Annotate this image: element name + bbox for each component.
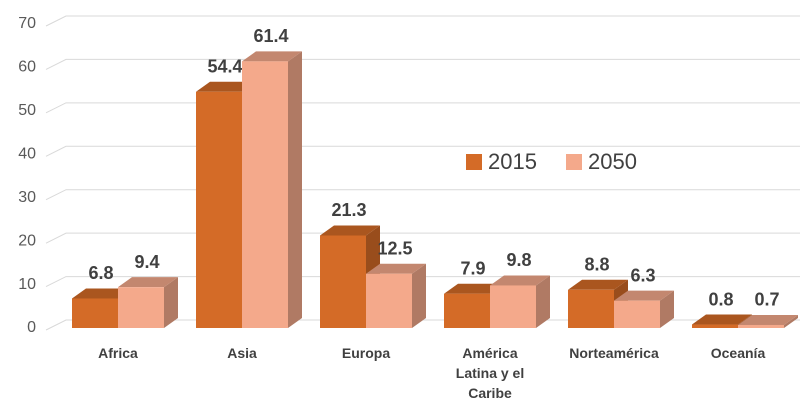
legend-label: 2015 <box>488 149 537 174</box>
grid-line <box>45 319 800 331</box>
y-tick-label: 30 <box>18 189 36 206</box>
grid-line <box>45 58 800 70</box>
value-label: 54.4 <box>207 56 242 76</box>
bar-front <box>614 300 660 328</box>
value-label: 8.8 <box>584 255 609 275</box>
bar-side <box>412 263 426 328</box>
bar-front <box>72 298 118 328</box>
grid-line <box>45 15 800 27</box>
bar-side <box>288 51 302 328</box>
legend-label: 2050 <box>588 149 637 174</box>
x-tick-label: Norteamérica <box>569 345 659 361</box>
bar-top <box>118 277 178 288</box>
bar-side <box>660 290 674 328</box>
bar-front <box>118 287 164 328</box>
grid-line <box>45 232 800 244</box>
x-tick-label: Africa <box>98 345 138 361</box>
y-tick-label: 10 <box>18 276 36 293</box>
y-tick-label: 20 <box>18 232 36 249</box>
bar-top <box>242 51 302 62</box>
bar-top <box>490 275 550 286</box>
value-label: 9.4 <box>134 252 159 272</box>
bar <box>320 225 380 328</box>
bar <box>738 314 798 328</box>
bar-top <box>614 290 674 301</box>
bar-front <box>196 91 242 329</box>
y-tick-label: 0 <box>27 319 36 336</box>
bar-top <box>196 81 256 92</box>
bar-top <box>444 283 504 294</box>
bar-front <box>242 61 288 328</box>
bar <box>490 275 550 328</box>
x-tick-label: América Latina y el Caribe <box>456 345 524 401</box>
bar-side <box>536 275 550 328</box>
bar-top <box>320 225 380 236</box>
bar-front <box>320 235 366 328</box>
bar <box>118 277 178 328</box>
legend-swatch <box>466 154 482 170</box>
bar <box>242 51 302 328</box>
x-tick-label: Europa <box>342 345 390 361</box>
bar-front <box>490 285 536 328</box>
bar-top <box>568 279 628 290</box>
x-tick-label: Asia <box>227 345 257 361</box>
bar <box>614 290 674 328</box>
legend-swatch <box>566 154 582 170</box>
bar-front <box>738 324 784 328</box>
y-tick-label: 60 <box>18 59 36 76</box>
bar-front <box>692 324 738 328</box>
bar-top <box>72 288 132 299</box>
value-label: 6.8 <box>88 263 113 283</box>
bar-top <box>738 314 798 325</box>
grid-line <box>45 189 800 201</box>
value-label: 9.8 <box>506 250 531 270</box>
value-label: 21.3 <box>331 200 366 220</box>
x-tick-label: Oceanía <box>711 345 766 361</box>
y-tick-label: 50 <box>18 102 36 119</box>
bar <box>366 263 426 328</box>
value-label: 0.7 <box>754 290 779 310</box>
bar-side <box>164 277 178 328</box>
bar-side <box>784 314 798 328</box>
y-tick-label: 40 <box>18 146 36 163</box>
bar-front <box>568 289 614 328</box>
value-label: 6.3 <box>630 265 655 285</box>
grid-line <box>45 102 800 114</box>
bar-front <box>366 273 412 328</box>
value-label: 7.9 <box>460 258 485 278</box>
value-label: 61.4 <box>253 26 288 46</box>
bar-top <box>692 314 752 325</box>
y-tick-label: 70 <box>18 15 36 32</box>
bar-front <box>444 293 490 328</box>
value-label: 0.8 <box>708 289 733 309</box>
bar-top <box>366 263 426 274</box>
grid-line <box>45 145 800 157</box>
value-label: 12.5 <box>377 238 412 258</box>
grid-line <box>45 276 800 288</box>
